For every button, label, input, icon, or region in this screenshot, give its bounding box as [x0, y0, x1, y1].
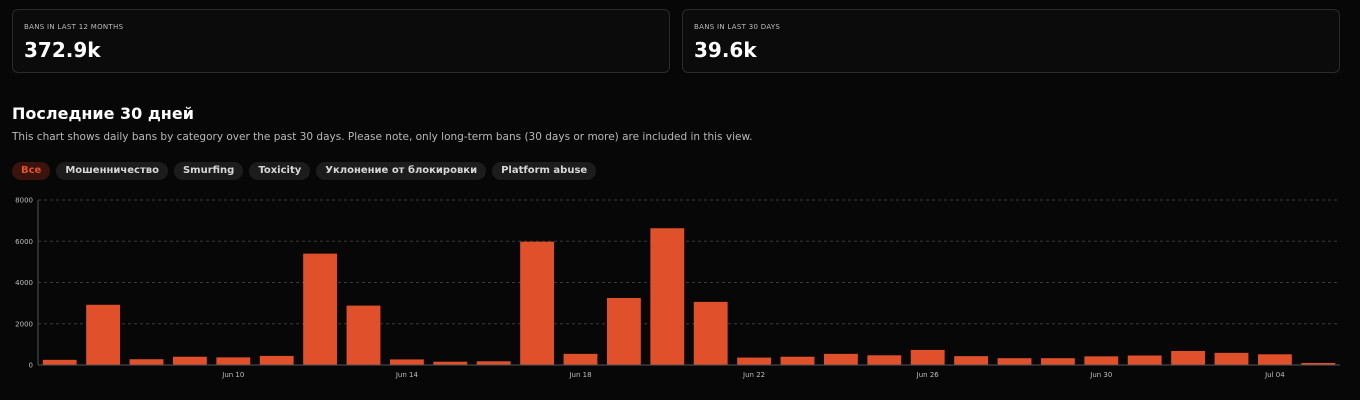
filter-ban-evasion[interactable]: Уклонение от блокировки [316, 162, 487, 180]
y-tick-label: 6000 [15, 238, 33, 246]
bar[interactable] [1084, 356, 1119, 365]
x-tick-label: Jul 04 [1264, 371, 1285, 379]
y-tick-label: 4000 [15, 279, 33, 287]
bar[interactable] [1171, 350, 1206, 365]
stat-label: BANS IN LAST 12 MONTHS [24, 23, 124, 31]
bar[interactable] [1257, 354, 1292, 365]
stat-card-30-days: BANS IN LAST 30 DAYS 39.6k [682, 9, 1340, 73]
bar[interactable] [997, 358, 1032, 365]
bar[interactable] [476, 361, 511, 365]
x-tick-label: Jun 14 [395, 371, 419, 379]
bar[interactable] [737, 357, 772, 365]
x-tick-label: Jun 26 [916, 371, 940, 379]
bar[interactable] [693, 301, 728, 365]
bar[interactable] [259, 355, 294, 365]
bar[interactable] [129, 359, 164, 365]
bars [42, 228, 1336, 365]
stat-card-12-months: BANS IN LAST 12 MONTHS 372.9k [12, 9, 670, 73]
x-tick-label: Jun 30 [1089, 371, 1112, 379]
y-tick-label: 0 [29, 362, 33, 370]
bar[interactable] [303, 253, 338, 365]
filter-cheating[interactable]: Мошенничество [56, 162, 168, 180]
bar[interactable] [650, 228, 685, 365]
filter-toxicity[interactable]: Toxicity [249, 162, 311, 180]
stat-value: 39.6k [694, 38, 757, 62]
filter-all[interactable]: Все [12, 162, 51, 180]
filter-platform-abuse[interactable]: Platform abuse [492, 162, 597, 180]
stat-value: 372.9k [24, 38, 101, 62]
section-title: Последние 30 дней [12, 104, 194, 123]
bar[interactable] [1040, 358, 1075, 365]
bar[interactable] [172, 356, 207, 365]
bar[interactable] [216, 357, 251, 365]
y-tick-label: 2000 [15, 320, 33, 328]
x-tick-label: Jun 10 [221, 371, 244, 379]
bar[interactable] [1301, 362, 1336, 365]
bar[interactable] [563, 353, 598, 365]
bar[interactable] [346, 305, 381, 365]
section-description: This chart shows daily bans by category … [12, 131, 753, 143]
stat-label: BANS IN LAST 30 DAYS [694, 23, 781, 31]
bar[interactable] [867, 355, 902, 365]
bar[interactable] [86, 304, 121, 365]
bar[interactable] [42, 359, 77, 365]
x-axis: Jun 10 Jun 14 Jun 18 Jun 22 Jun 26 Jun 30 Jul … [38, 364, 1340, 379]
grid-lines [38, 199, 1340, 325]
bar[interactable] [1214, 352, 1249, 365]
bar[interactable] [823, 353, 858, 365]
bar[interactable] [389, 359, 424, 365]
bar[interactable] [433, 361, 468, 365]
bar[interactable] [520, 241, 555, 365]
bar[interactable] [780, 356, 815, 365]
y-axis: 0 2000 4000 6000 8000 [15, 197, 39, 370]
x-tick-label: Jun 18 [568, 371, 591, 379]
category-filters: Все Мошенничество Smurfing Toxicity Укло… [12, 162, 597, 180]
filter-smurfing[interactable]: Smurfing [173, 162, 244, 180]
bar[interactable] [606, 297, 641, 365]
bar[interactable] [954, 356, 989, 365]
bar[interactable] [1127, 355, 1162, 365]
bar[interactable] [910, 349, 945, 365]
x-tick-label: Jun 22 [742, 371, 765, 379]
y-tick-label: 8000 [15, 197, 33, 205]
